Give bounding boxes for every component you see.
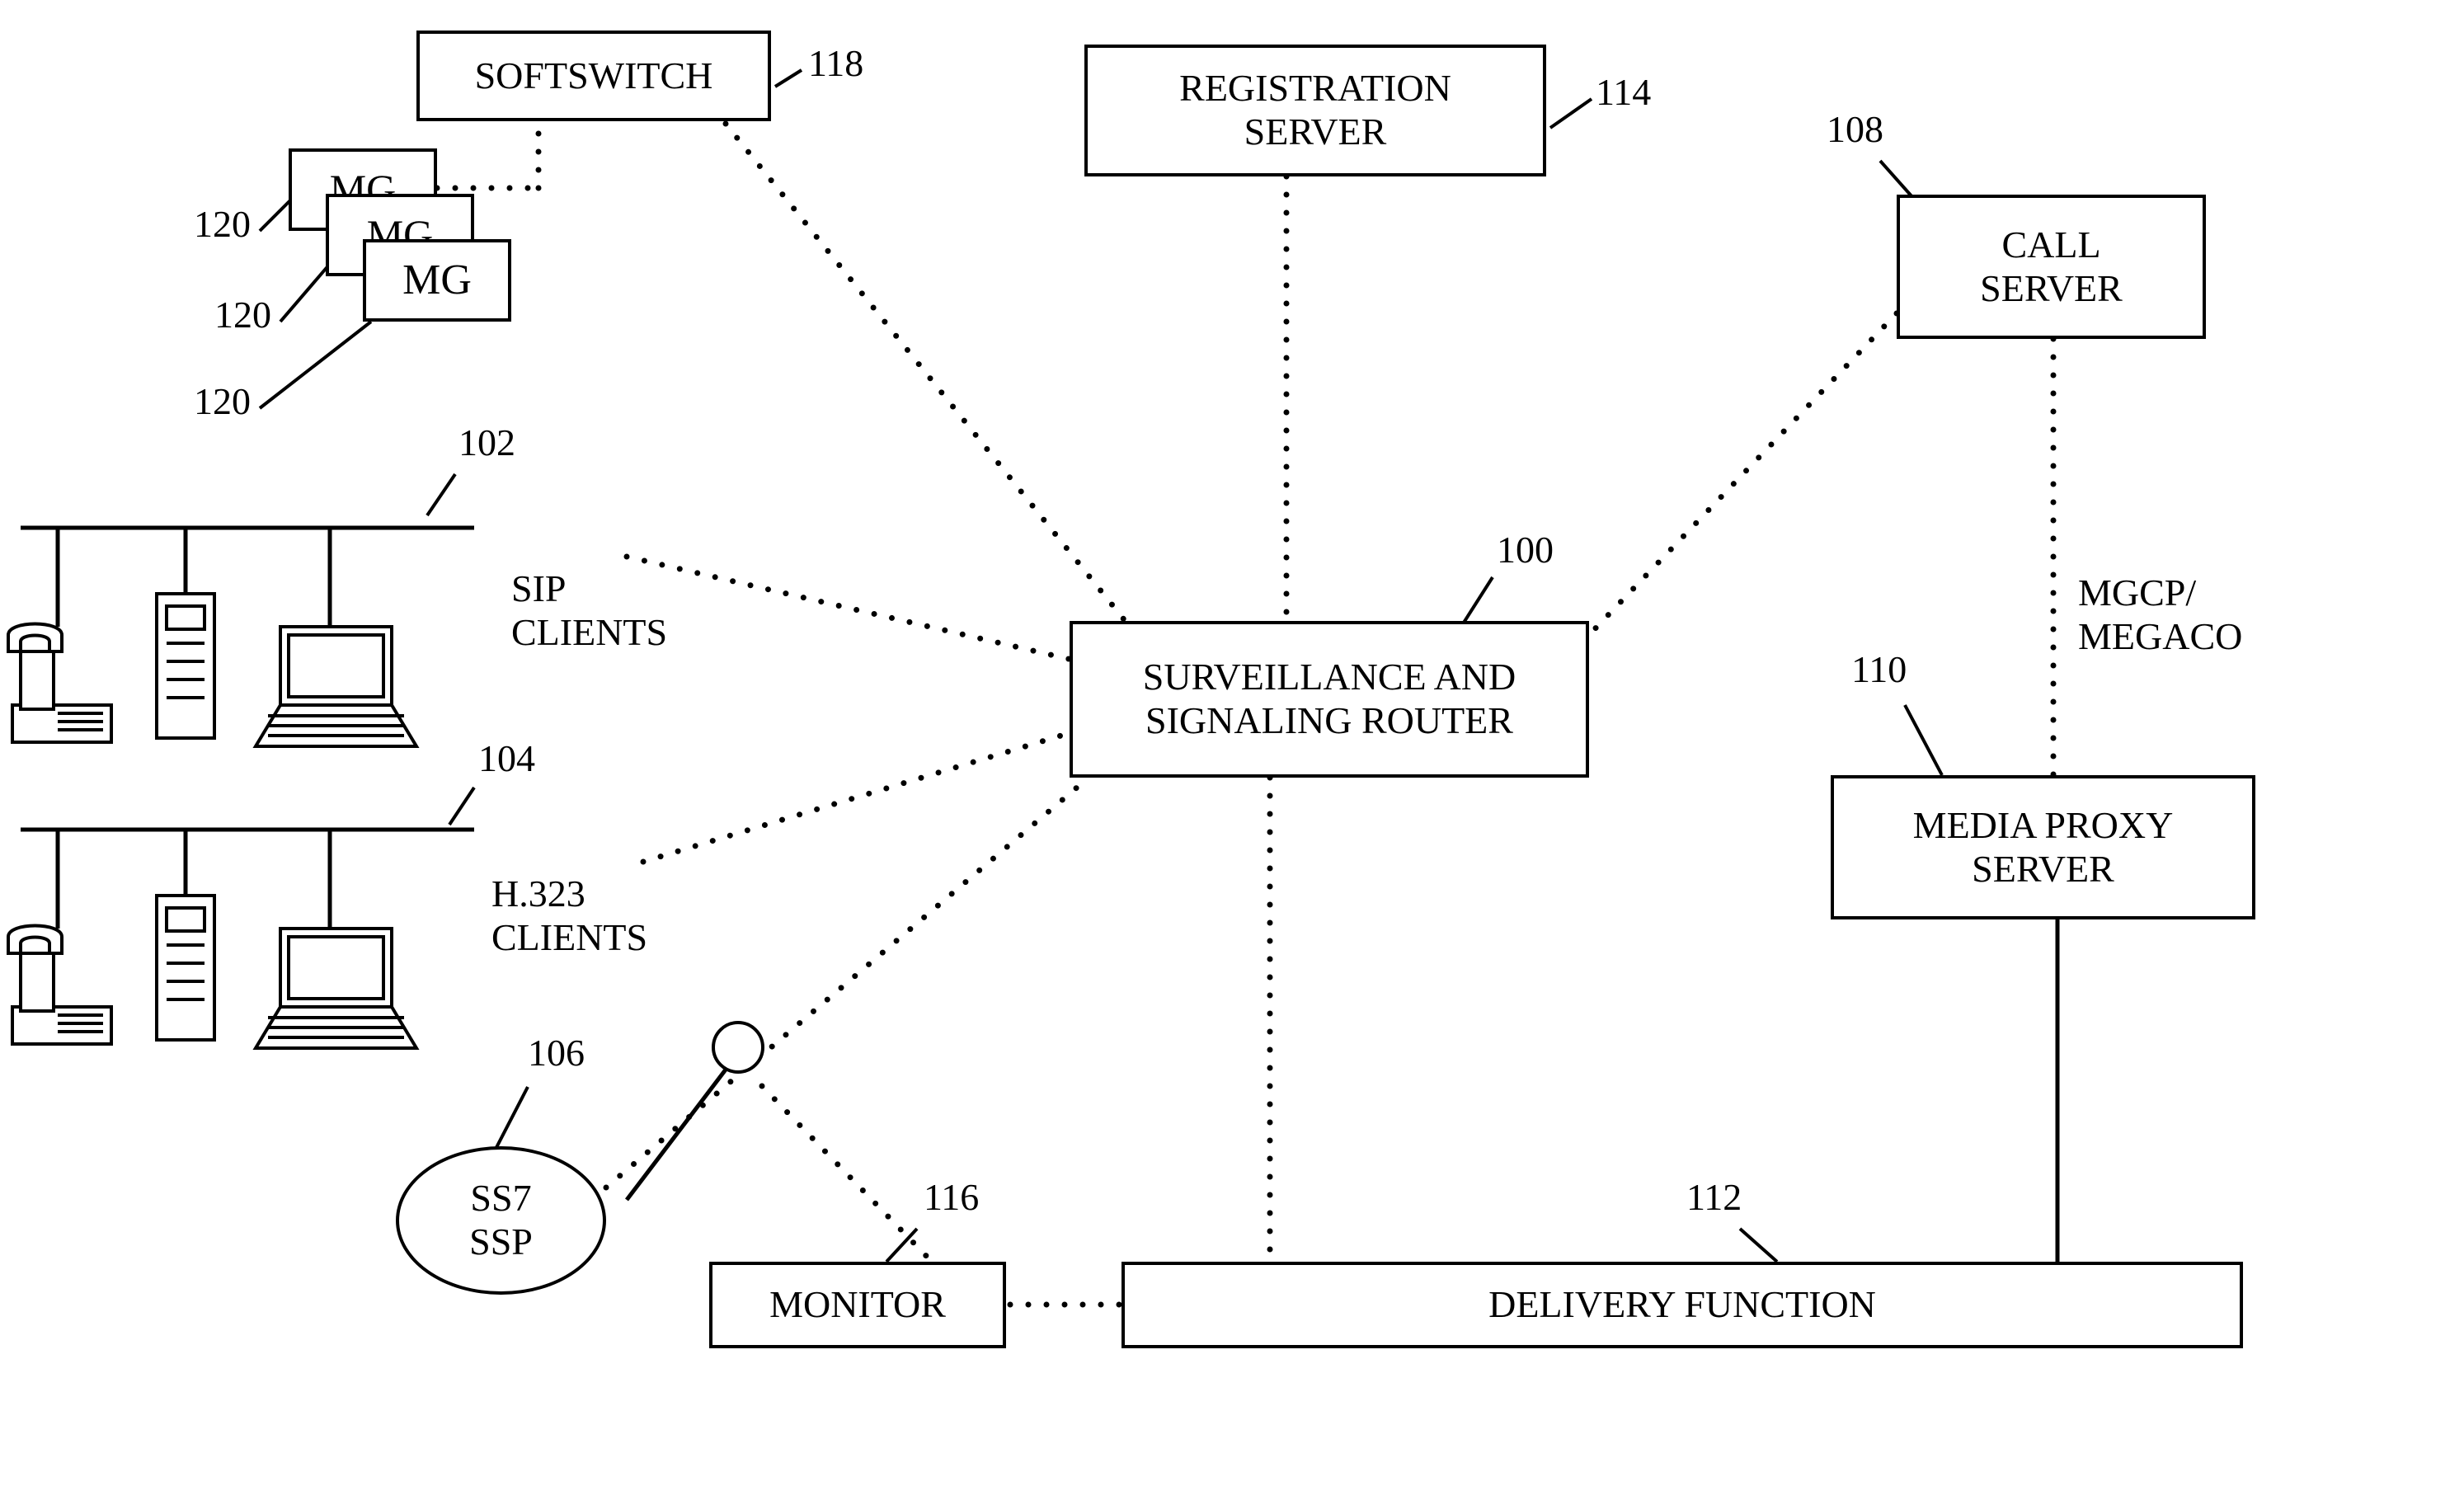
label-text: MGCP/ MEGACO [2078, 571, 2242, 657]
ref-120b: 120 [214, 293, 271, 336]
node-label: SOFTSWITCH [475, 54, 713, 98]
ref-text: 116 [924, 1176, 979, 1218]
node-softswitch: SOFTSWITCH [416, 31, 771, 121]
node-registration-server: REGISTRATION SERVER [1084, 45, 1546, 176]
ref-120c: 120 [194, 379, 251, 423]
node-delivery-function: DELIVERY FUNCTION [1121, 1262, 2243, 1348]
ref-108: 108 [1827, 107, 1883, 151]
label-mgcp-megaco: MGCP/ MEGACO [2078, 528, 2242, 659]
ref-text: 108 [1827, 108, 1883, 150]
node-label: CALL SERVER [1980, 223, 2123, 311]
ref-text: 120 [194, 203, 251, 245]
label-text: H.323 CLIENTS [491, 872, 647, 958]
label-sip-clients: SIP CLIENTS [511, 524, 667, 655]
ref-text: 112 [1686, 1176, 1742, 1218]
ref-114: 114 [1596, 70, 1651, 114]
diagram-canvas: SOFTSWITCH REGISTRATION SERVER CALL SERV… [0, 0, 2464, 1486]
node-ss7-ssp: SS7 SSP [396, 1146, 606, 1295]
ref-116: 116 [924, 1175, 979, 1219]
ref-text: 118 [808, 42, 863, 84]
ref-text: 106 [528, 1032, 585, 1074]
ref-text: 120 [214, 294, 271, 336]
ref-100: 100 [1497, 528, 1554, 571]
ref-text: 120 [194, 380, 251, 422]
ref-118: 118 [808, 41, 863, 85]
node-label: REGISTRATION SERVER [1179, 67, 1451, 154]
ref-120a: 120 [194, 202, 251, 246]
ref-text: 110 [1851, 648, 1907, 690]
node-label: MONITOR [769, 1283, 946, 1327]
node-label: DELIVERY FUNCTION [1488, 1283, 1876, 1327]
label-text: SIP CLIENTS [511, 567, 667, 653]
ref-106: 106 [528, 1031, 585, 1075]
node-call-server: CALL SERVER [1897, 195, 2206, 339]
ref-112: 112 [1686, 1175, 1742, 1219]
node-surveillance-signaling-router: SURVEILLANCE AND SIGNALING ROUTER [1070, 621, 1589, 778]
node-media-proxy-server: MEDIA PROXY SERVER [1831, 775, 2255, 919]
node-monitor: MONITOR [709, 1262, 1006, 1348]
ref-110: 110 [1851, 647, 1907, 691]
ref-102: 102 [458, 421, 515, 464]
ref-text: 102 [458, 421, 515, 463]
node-mg-front: MG [363, 239, 511, 322]
node-label: SS7 SSP [469, 1177, 533, 1264]
node-label: MEDIA PROXY SERVER [1913, 804, 2174, 891]
ref-text: 114 [1596, 71, 1651, 113]
ref-text: 104 [478, 737, 535, 779]
ref-text: 100 [1497, 529, 1554, 571]
label-h323-clients: H.323 CLIENTS [491, 829, 647, 960]
node-label: SURVEILLANCE AND SIGNALING ROUTER [1143, 656, 1516, 743]
ref-104: 104 [478, 736, 535, 780]
node-label: MG [402, 256, 472, 305]
